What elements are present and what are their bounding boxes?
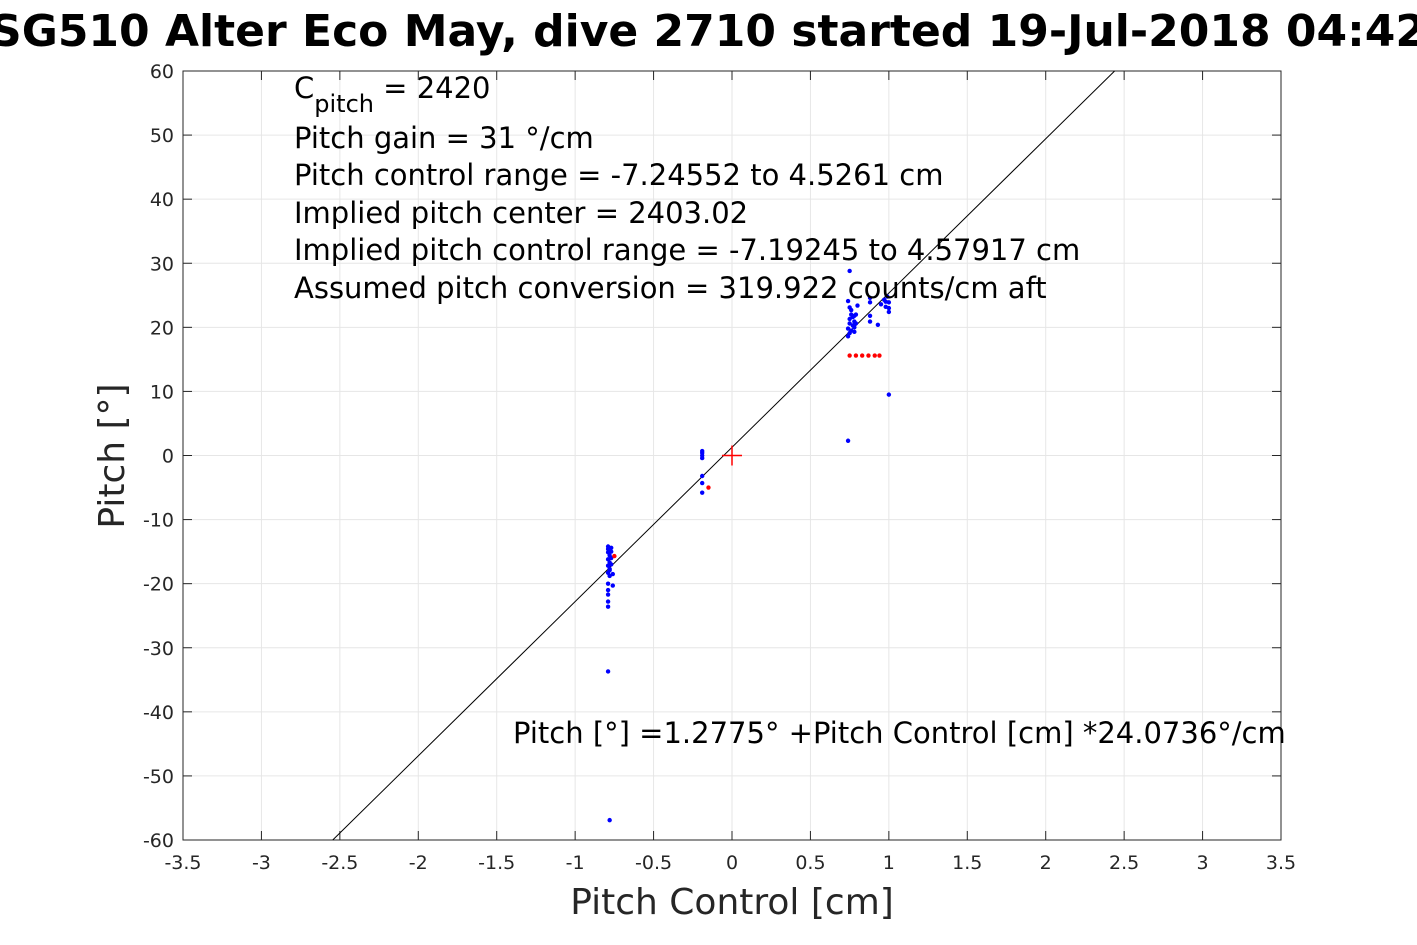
data-point [605,592,611,597]
x-tick-label: 0 [726,852,738,874]
data-point [605,604,611,609]
x-tick-label: 1 [883,852,895,874]
data-point [867,313,873,318]
annotation-conversion: Assumed pitch conversion = 319.922 count… [294,271,1047,305]
data-point-red [706,485,711,490]
annotation-control-range: Pitch control range = -7.24552 to 4.5261… [294,158,943,192]
data-point [699,473,705,479]
data-point [609,545,614,550]
plot-frame [182,70,1282,841]
annotation-pitch-gain: Pitch gain = 31 °/cm [294,121,594,155]
annotation-pitch-center: Implied pitch center = 2403.02 [294,196,748,230]
data-point-red [612,553,617,559]
data-point [867,295,873,301]
y-tick-label: -50 [143,766,174,788]
x-tick-label: 2.5 [1109,852,1139,874]
y-tick-label: -10 [143,510,174,532]
data-point [845,334,851,339]
x-tick-label: 3 [1197,852,1209,874]
x-tick-labels: -3.5 -3 -2.5 -2 -1.5 -1 -0.5 0 0.5 1 1.5 2 2.5 3 3.5 [164,852,1296,874]
y-tick-label: 40 [150,189,174,211]
data-point [610,583,615,588]
data-point-red [877,353,882,358]
data-point [849,307,854,313]
x-tick-label: 2 [1040,852,1052,874]
x-tick-label: 0.5 [795,852,825,874]
y-tick-label: 50 [150,125,174,147]
data-point [867,300,873,305]
data-point [699,480,705,486]
x-tick-label: -1 [566,852,585,874]
data-point [886,305,892,311]
data-point [847,268,852,274]
data-point [845,298,851,304]
data-point [885,294,890,299]
y-tick-label: -20 [143,574,174,596]
data-point [607,817,612,823]
fit-equation: Pitch [°] =1.2775° +Pitch Control [cm] *… [513,716,1286,750]
data-point [845,438,851,443]
data-point [853,312,859,317]
data-point [610,571,615,577]
data-point [605,587,611,593]
y-tick-labels: -60 -50 -40 -30 -20 -10 0 10 20 30 40 50 60 [143,61,174,852]
data-point [605,599,611,604]
x-tick-label: -2.5 [321,852,358,874]
y-tick-label: 60 [150,61,174,83]
x-tick-label: 3.5 [1266,852,1296,874]
data-point [605,669,611,674]
chart-title: SG510 Alter Eco May, dive 2710 started 1… [0,6,1417,57]
x-tick-label: -0.5 [635,852,672,874]
data-point [852,329,857,335]
x-tick-label: -2 [409,852,428,874]
x-axis-label: Pitch Control [cm] [570,882,894,923]
x-tick-label: -3.5 [164,852,201,874]
data-point [886,309,892,315]
data-point [852,325,857,330]
data-point [609,549,614,554]
data-point [867,319,873,324]
data-point-red [872,353,877,358]
data-point-red [847,353,852,358]
data-point [699,455,705,461]
annotation-cpitch-sub: pitch [314,90,374,118]
data-point [699,490,705,495]
y-tick-label: 10 [150,381,174,403]
annotation-cpitch-rest: = 2420 [374,71,491,105]
y-tick-label: 30 [150,253,174,275]
x-tick-label: 1.5 [952,852,982,874]
data-point [878,302,884,307]
y-tick-label: 20 [150,317,174,339]
y-tick-label: -60 [143,830,174,852]
x-tick-label: -3 [252,852,271,874]
data-point [855,303,860,308]
annotation-cpitch: Cpitch = 2420 [294,71,491,118]
x-tick-label: -1.5 [478,852,515,874]
data-point [875,322,881,327]
annotation-implied-range: Implied pitch control range = -7.19245 t… [294,233,1080,267]
data-point-red [859,353,865,358]
y-tick-label: 0 [162,446,174,468]
y-axis-label: Pitch [°] [92,383,133,528]
annotation-cpitch-base: C [294,71,314,105]
data-point [605,581,611,586]
data-point [609,562,614,567]
y-tick-label: -30 [143,638,174,660]
data-point [853,321,859,326]
data-point [886,300,892,305]
data-point-red [853,353,859,358]
data-point [607,568,612,573]
data-point [886,392,892,397]
y-tick-label: -40 [143,702,174,724]
data-point-red [866,353,871,358]
data-points [605,268,892,823]
center-marker [722,445,742,466]
